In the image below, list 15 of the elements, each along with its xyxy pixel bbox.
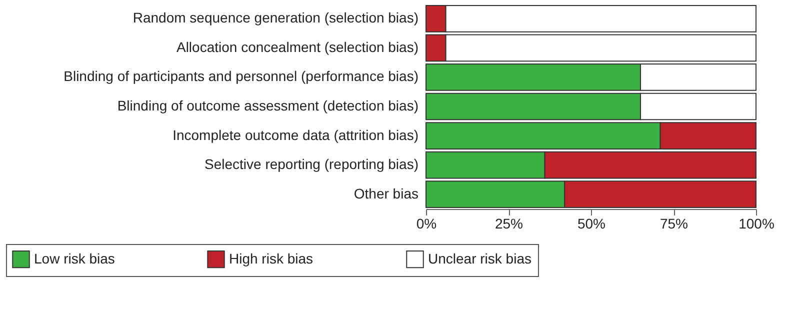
x-tick-label: 75% <box>660 216 688 232</box>
x-tick-label: 25% <box>494 216 524 232</box>
y-tick-label: Allocation concealment (selection bias) <box>176 38 418 55</box>
legend-label: Low risk bias <box>34 250 115 266</box>
y-tick-label: Random sequence generation (selection bias) <box>132 10 418 26</box>
y-tick-label: Other bias <box>354 185 418 202</box>
x-tick-label: 100% <box>738 216 774 232</box>
y-tick-label: Incomplete outcome data (attrition bias) <box>172 126 418 143</box>
x-tick-label: 0% <box>416 216 437 232</box>
legend-label: Unclear risk bias <box>428 250 532 266</box>
y-tick-label: Selective reporting (reporting bias) <box>204 156 418 172</box>
x-tick-label: 50% <box>577 216 606 232</box>
y-tick-label: Blinding of outcome assessment (detection bias) <box>117 98 418 114</box>
legend-label: High risk bias <box>229 250 314 266</box>
y-tick-label: Blinding of participants and personnel (performance bias) <box>64 68 418 84</box>
